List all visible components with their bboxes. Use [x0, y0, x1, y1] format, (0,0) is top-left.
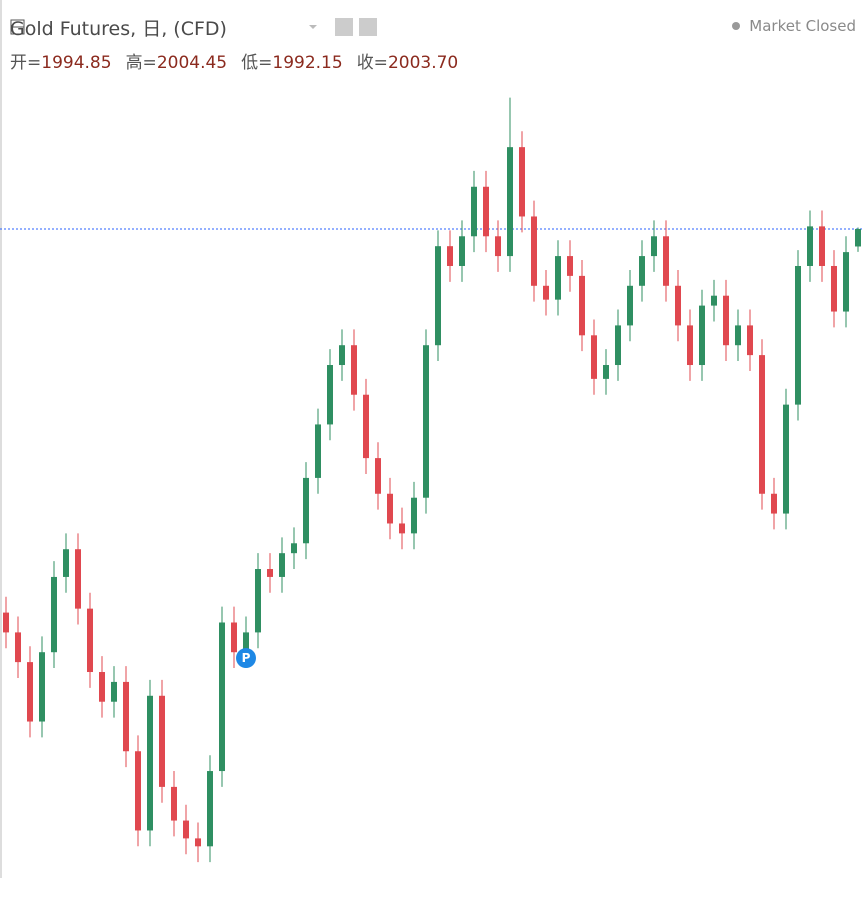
candle-body — [375, 458, 381, 494]
candle-body — [795, 265, 801, 405]
candle-body — [555, 256, 561, 300]
candle-body — [279, 553, 285, 577]
candle-body — [675, 285, 681, 326]
candle-body — [543, 285, 549, 300]
candle-body — [843, 252, 849, 312]
candle-body — [339, 345, 345, 366]
candle-body — [471, 186, 477, 237]
ohlc-label: 开= — [10, 53, 42, 73]
candle-body — [771, 493, 777, 514]
candle-body — [411, 497, 417, 534]
marker — [236, 648, 256, 669]
candle-body — [39, 652, 45, 722]
marker-label: P — [242, 651, 251, 665]
candle-body — [27, 662, 33, 722]
candle-body — [459, 236, 465, 266]
candle-body — [735, 325, 741, 346]
symbol-title: Gold Futures, 日, (CFD) — [10, 18, 227, 40]
candle-body — [783, 404, 789, 514]
candle-body — [615, 325, 621, 366]
candle-body — [747, 325, 753, 356]
candle-body — [183, 820, 189, 839]
candle-body — [663, 236, 669, 286]
candle-body — [231, 622, 237, 653]
candle-body — [651, 236, 657, 257]
candle-body — [315, 424, 321, 478]
candle-body — [267, 569, 273, 577]
candle-body — [639, 256, 645, 286]
ohlc-label: 高= — [125, 53, 157, 73]
candle-body — [171, 786, 177, 821]
candle-body — [207, 771, 213, 847]
candle-body — [711, 295, 717, 306]
candle-body — [495, 236, 501, 257]
candle-body — [327, 365, 333, 425]
candle-body — [759, 355, 765, 494]
ohlc-value: 1992.15 — [272, 53, 343, 73]
status-dot — [732, 22, 740, 30]
candle-body — [435, 246, 441, 346]
candle-body — [219, 622, 225, 772]
candle-body — [507, 147, 513, 257]
candle-body — [3, 612, 9, 633]
left-border — [0, 0, 2, 878]
candle-body — [147, 695, 153, 831]
candle-body — [423, 345, 429, 498]
candle-body — [87, 608, 93, 673]
candle-body — [855, 228, 861, 247]
settings-icon[interactable] — [359, 18, 377, 36]
eye-icon[interactable] — [335, 18, 353, 36]
candle-body — [99, 672, 105, 702]
ohlc-value: 2003.70 — [387, 53, 459, 73]
candle-body — [291, 543, 297, 554]
candle-body — [483, 186, 489, 237]
candle-body — [123, 681, 129, 752]
candle-body — [807, 226, 813, 266]
candle-body — [159, 695, 165, 787]
candle-body — [831, 265, 837, 312]
candle-body — [591, 335, 597, 379]
candle-body — [15, 632, 21, 663]
ohlc-value: 2004.45 — [156, 53, 228, 73]
candle-body — [363, 394, 369, 459]
dropdown-arrow[interactable] — [309, 25, 317, 29]
candle-body — [111, 681, 117, 702]
ohlc-values: 开=1994.85 高=2004.45 低=1992.15 收=2003.70 — [10, 48, 472, 73]
candle-body — [51, 576, 57, 653]
candle-body — [243, 632, 249, 653]
candle-body — [399, 523, 405, 534]
candle-body — [63, 549, 69, 577]
candle-body — [699, 305, 705, 366]
market-status: Market Closed — [749, 17, 856, 35]
candle-body — [519, 147, 525, 217]
candle-body — [255, 569, 261, 633]
candle-body — [579, 275, 585, 336]
candle-body — [75, 549, 81, 609]
candle-body — [135, 751, 141, 831]
candle-body — [351, 345, 357, 395]
candle-body — [627, 285, 633, 326]
ohlc-label: 低= — [241, 53, 273, 73]
candle-body — [531, 216, 537, 286]
candle-body — [567, 256, 573, 276]
candle-body — [723, 295, 729, 346]
candle-body — [819, 226, 825, 266]
candle-body — [687, 325, 693, 366]
ohlc-label: 收= — [356, 53, 388, 73]
candle-body — [447, 246, 453, 266]
candle-body — [195, 838, 201, 847]
candle-body — [303, 477, 309, 544]
candle-body — [387, 493, 393, 524]
ohlc-value: 1994.85 — [41, 53, 112, 73]
candle-body — [603, 365, 609, 379]
